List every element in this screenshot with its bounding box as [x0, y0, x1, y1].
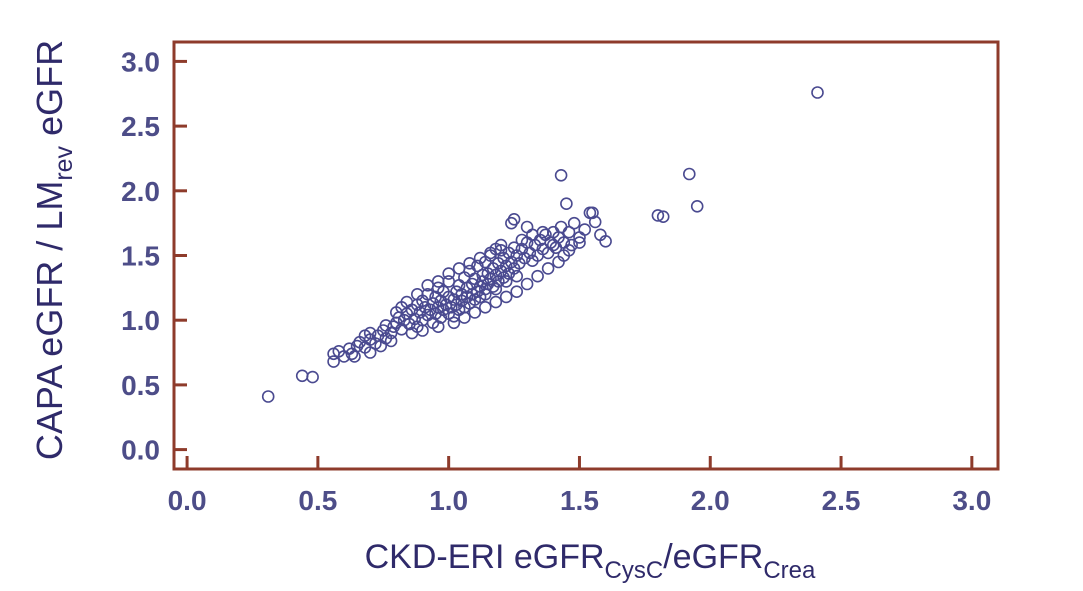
data-point: [478, 287, 492, 301]
data-points: [261, 86, 824, 403]
data-point: [431, 275, 445, 288]
x-axis-title-main: CKD-ERI eGFR: [365, 538, 605, 576]
data-point: [690, 200, 704, 213]
data-point: [599, 235, 612, 248]
data-point: [327, 355, 340, 368]
y-axis-title-main: CAPA eGFR / LM: [29, 181, 70, 460]
data-point: [573, 236, 586, 249]
data-point: [554, 220, 568, 234]
data-point: [682, 167, 696, 181]
data-point: [416, 324, 429, 337]
data-point: [431, 320, 445, 334]
data-point: [494, 244, 508, 257]
x-tick-label: 0.0: [168, 485, 207, 516]
data-point: [586, 206, 599, 220]
y-axis-ticks: 0.0 0.5 1.0 1.5 2.0 2.5 3.0: [121, 46, 187, 466]
data-point: [447, 316, 461, 330]
y-axis-title: CAPA eGFR / LMrev eGFR: [29, 40, 78, 460]
data-point: [306, 370, 319, 384]
data-point: [546, 238, 560, 252]
data-point: [374, 339, 388, 353]
data-point: [656, 210, 670, 223]
data-point: [651, 209, 665, 222]
data-point: [567, 216, 581, 230]
data-point: [515, 233, 529, 247]
data-point: [476, 268, 490, 282]
y-axis-title-end: eGFR: [29, 40, 70, 146]
plot-frame: [172, 40, 1000, 471]
x-axis-ticks: 0.0 0.5 1.0 1.5 2.0 2.5 3.0: [168, 456, 991, 516]
data-point: [541, 262, 555, 275]
data-point: [560, 197, 573, 210]
data-point: [384, 334, 398, 348]
data-point: [557, 249, 571, 262]
data-point: [588, 215, 602, 229]
data-point: [489, 282, 503, 296]
x-tick-label: 2.5: [822, 485, 861, 516]
y-tick-label: 2.0: [121, 176, 160, 207]
data-point: [811, 86, 824, 99]
y-axis-title-sub: rev: [50, 145, 78, 180]
data-point: [536, 225, 550, 239]
data-point: [363, 346, 377, 359]
y-tick-label: 1.0: [121, 305, 160, 336]
y-tick-label: 3.0: [121, 46, 160, 77]
data-point: [499, 290, 513, 304]
data-point: [520, 277, 534, 291]
y-tick-label: 1.5: [121, 241, 160, 272]
y-tick-label: 2.5: [121, 111, 160, 142]
data-point: [505, 216, 518, 230]
data-point: [471, 259, 484, 273]
data-point: [507, 241, 521, 254]
data-point: [520, 220, 534, 234]
x-tick-label: 2.0: [691, 485, 730, 516]
y-tick-label: 0.0: [121, 435, 160, 466]
x-axis-title-mid: /eGFR: [663, 538, 763, 576]
data-point: [531, 269, 544, 283]
data-point: [410, 287, 424, 301]
data-point: [510, 269, 524, 283]
data-point: [554, 169, 568, 182]
data-point: [578, 223, 592, 236]
x-tick-label: 3.0: [952, 485, 991, 516]
data-point: [489, 295, 503, 309]
data-point: [473, 251, 487, 265]
x-axis-title-sub1: CysC: [605, 557, 664, 584]
data-point: [395, 300, 408, 314]
data-point: [494, 238, 508, 252]
data-point: [358, 329, 372, 343]
data-point: [468, 306, 482, 319]
data-point: [510, 285, 524, 299]
data-point: [463, 256, 476, 270]
data-point: [526, 228, 539, 242]
data-point: [452, 262, 466, 275]
data-point: [379, 319, 393, 332]
data-point: [478, 300, 492, 314]
x-tick-label: 1.5: [560, 485, 599, 516]
data-point: [442, 267, 456, 280]
data-point: [434, 311, 448, 324]
x-axis-title-sub2: Crea: [763, 557, 816, 584]
data-point: [421, 278, 435, 292]
x-tick-label: 1.0: [429, 485, 468, 516]
x-axis-title: CKD-ERI eGFRCysC/eGFRCrea: [365, 538, 816, 584]
y-tick-label: 0.5: [121, 370, 160, 401]
data-point: [261, 390, 275, 403]
x-tick-label: 0.5: [298, 485, 337, 516]
data-point: [458, 311, 471, 324]
data-point: [295, 369, 309, 383]
data-point: [348, 350, 361, 363]
data-point: [499, 275, 513, 288]
